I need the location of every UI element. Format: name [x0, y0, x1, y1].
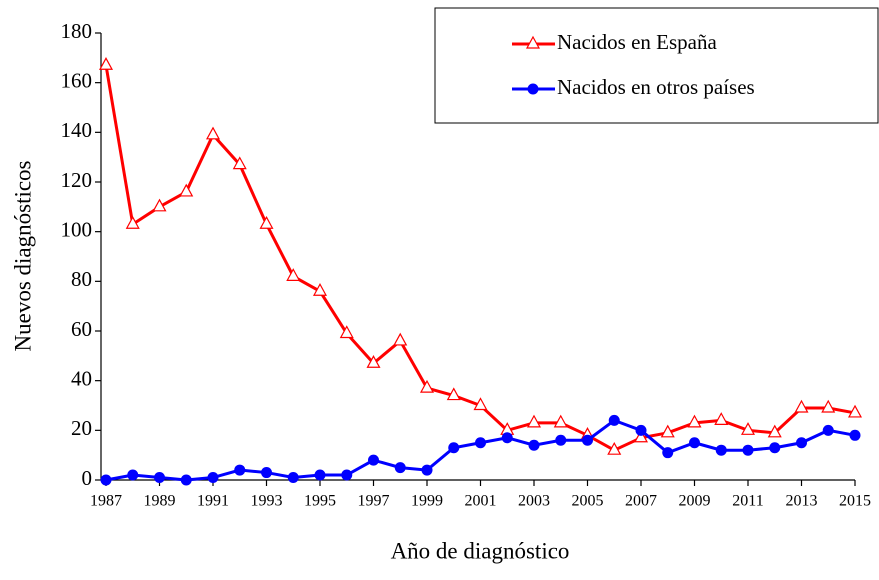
data-point — [127, 469, 139, 481]
data-point — [100, 474, 112, 486]
x-tick-label: 2009 — [679, 493, 711, 510]
y-tick-label: 20 — [71, 416, 92, 440]
data-point — [232, 156, 247, 170]
data-point — [259, 215, 274, 229]
data-point — [473, 397, 488, 411]
data-point — [448, 442, 460, 454]
data-point — [339, 325, 354, 339]
data-point — [582, 434, 593, 446]
data-point — [314, 469, 326, 481]
data-point — [689, 437, 700, 449]
data-point — [341, 469, 353, 481]
data-point — [154, 472, 165, 484]
data-point — [767, 424, 782, 438]
data-point — [261, 467, 272, 479]
x-axis-label: Año de diagnóstico — [391, 538, 570, 563]
legend-marker — [525, 35, 541, 49]
data-point — [635, 424, 647, 436]
data-point — [152, 198, 167, 212]
data-point — [366, 355, 381, 368]
data-point — [286, 268, 301, 281]
x-tick-label: 1989 — [144, 493, 176, 510]
data-point — [312, 283, 328, 296]
data-point — [822, 424, 834, 436]
data-point — [742, 444, 754, 456]
x-tick-label: 1997 — [358, 493, 390, 510]
data-point — [287, 472, 299, 484]
data-point — [501, 432, 513, 444]
x-tick-label: 2003 — [518, 493, 550, 510]
x-tick-label: 2005 — [572, 493, 604, 510]
data-point — [796, 437, 807, 449]
data-point — [526, 414, 542, 428]
data-point — [555, 434, 567, 446]
data-point — [794, 399, 809, 413]
data-point — [394, 462, 406, 474]
data-point — [607, 441, 622, 455]
y-tick-label: 160 — [61, 68, 93, 92]
data-point — [475, 437, 486, 449]
data-point — [660, 424, 675, 438]
x-tick-label: 1991 — [197, 493, 229, 510]
y-tick-label: 120 — [61, 168, 93, 192]
data-point — [633, 429, 649, 443]
x-tick-label: 1999 — [411, 493, 443, 510]
data-point — [849, 429, 861, 441]
data-point — [553, 414, 568, 428]
x-tick-label: 2007 — [625, 493, 657, 510]
y-tick-label: 0 — [82, 466, 93, 490]
data-point — [393, 332, 408, 346]
y-tick-label: 60 — [71, 317, 92, 341]
x-tick-label: 2011 — [732, 493, 763, 510]
data-point — [847, 404, 863, 418]
data-point — [714, 412, 729, 425]
x-tick-label: 2015 — [839, 493, 871, 510]
y-tick-label: 80 — [71, 267, 92, 291]
y-tick-label: 180 — [61, 19, 93, 43]
y-tick-label: 140 — [61, 118, 93, 142]
data-point — [528, 439, 540, 451]
legend-label: Nacidos en España — [557, 30, 717, 54]
data-point — [769, 442, 781, 454]
data-point — [368, 454, 379, 466]
data-point — [446, 387, 461, 401]
x-tick-label: 1995 — [304, 493, 336, 510]
data-point — [421, 464, 433, 476]
data-point — [608, 414, 620, 426]
data-point — [662, 447, 674, 459]
data-point — [821, 399, 836, 413]
legend-marker — [527, 83, 539, 95]
legend-box — [434, 7, 879, 124]
data-point — [687, 414, 702, 428]
x-tick-label: 1987 — [90, 493, 122, 510]
y-tick-label: 100 — [61, 217, 93, 241]
data-point — [419, 379, 435, 393]
y-axis-label: Nuevos diagnósticos — [10, 160, 35, 351]
legend-label: Nacidos en otros países — [557, 75, 755, 99]
data-point — [180, 474, 192, 486]
x-tick-label: 1993 — [251, 493, 283, 510]
data-point — [207, 472, 219, 484]
data-point — [98, 57, 114, 70]
data-point — [740, 422, 756, 435]
data-point — [715, 444, 727, 456]
data-point — [125, 215, 140, 229]
y-tick-label: 40 — [71, 366, 92, 390]
data-point — [234, 464, 246, 476]
data-point — [205, 126, 221, 140]
data-point — [179, 183, 194, 197]
x-tick-label: 2013 — [786, 493, 818, 510]
x-tick-label: 2001 — [465, 493, 497, 510]
